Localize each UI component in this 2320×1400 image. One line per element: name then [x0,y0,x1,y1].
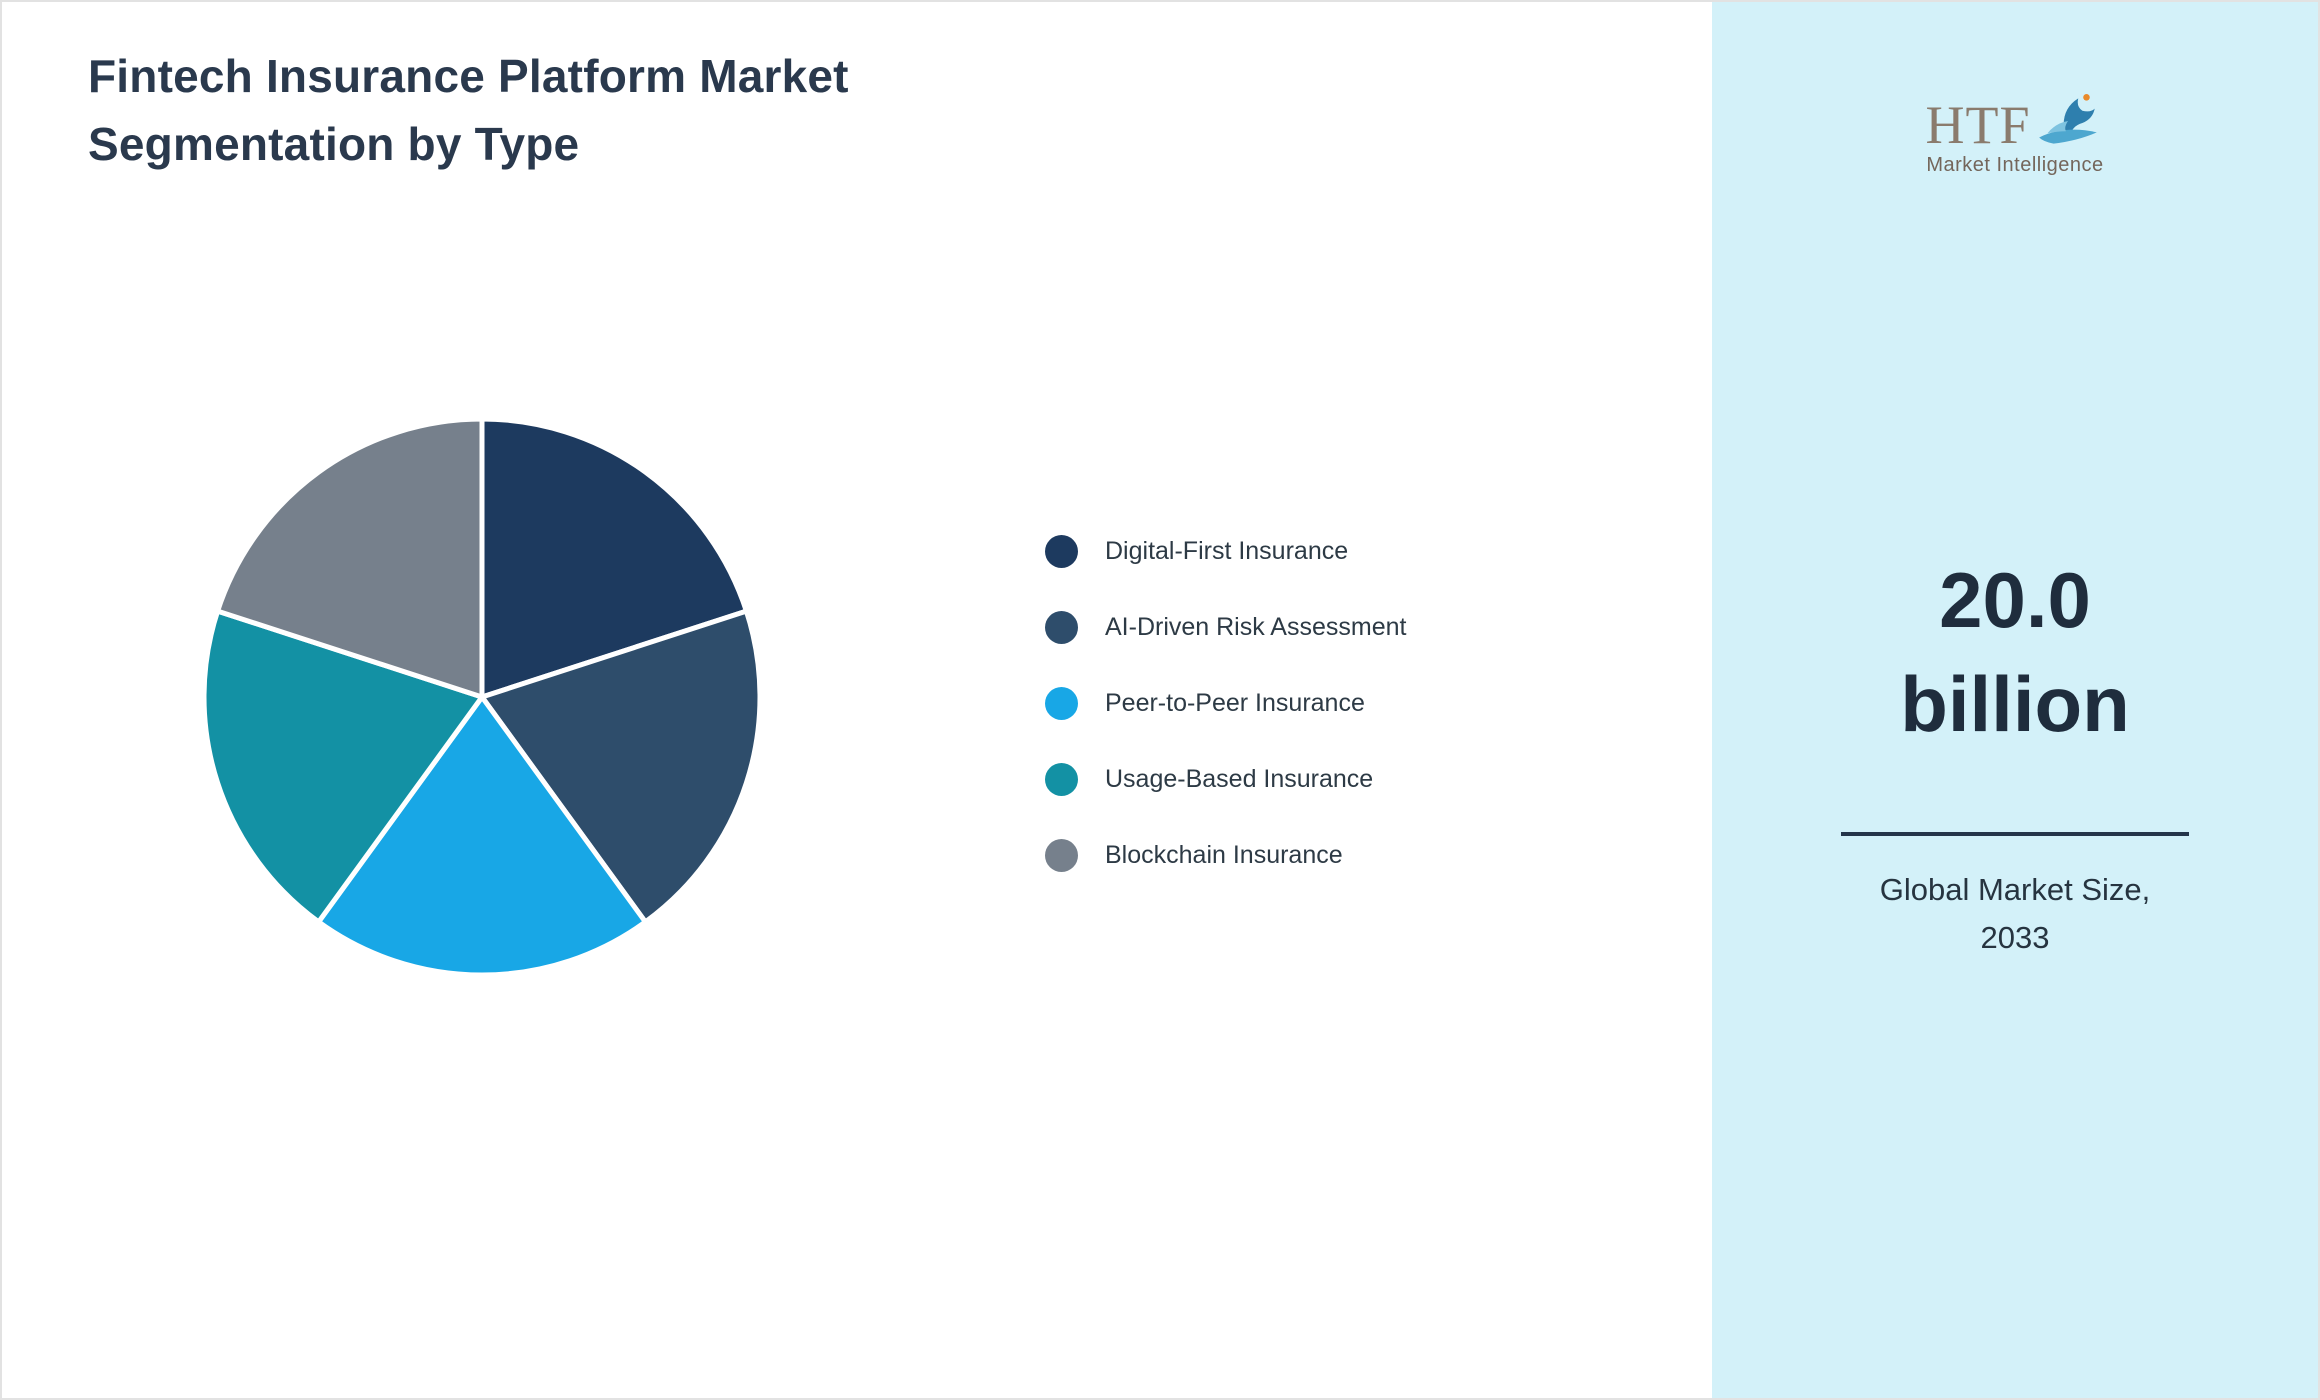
logo-text: HTF [1925,95,2031,155]
htf-logo: HTF Market Intelligence [1712,90,2318,177]
logo-subtext: Market Intelligence [1926,154,2104,176]
sidebar: HTF Market Intelligence 20.0 billion Glo… [1712,2,2318,1398]
legend-item-ai-driven: AI-Driven Risk Assessment [1045,589,1406,665]
market-size-value: 20.0 [1939,556,2091,644]
divider-line [1841,832,2189,836]
market-size-unit: billion [1900,660,2130,748]
pie-slice-4 [215,416,485,700]
legend-swatch-peer-to-peer [1045,686,1078,720]
legend-item-digital-first: Digital-First Insurance [1045,513,1406,589]
market-size: 20.0 billion [1712,548,2318,756]
legend-item-blockchain: Blockchain Insurance [1045,817,1406,893]
legend-label-peer-to-peer: Peer-to-Peer Insurance [1105,688,1365,717]
legend-swatch-ai-driven [1045,610,1078,644]
legend-label-blockchain: Blockchain Insurance [1105,840,1343,869]
pie-slice-1 [479,608,763,925]
legend-label-usage-based: Usage-Based Insurance [1105,764,1374,793]
pie-slice-3 [201,608,485,925]
caption-line2: 2033 [1980,920,2050,955]
legend-swatch-usage-based [1045,762,1078,796]
legend-item-peer-to-peer: Peer-to-Peer Insurance [1045,665,1406,741]
pie-chart [201,416,763,978]
legend: Digital-First Insurance AI-Driven Risk A… [1045,513,1406,893]
legend-swatch-digital-first [1045,534,1078,568]
legend-label-ai-driven: AI-Driven Risk Assessment [1105,612,1407,641]
pie-slice-2 [316,694,648,978]
pie-slice-0 [479,416,749,700]
caption-line1: Global Market Size, [1879,872,2151,907]
market-size-caption: Global Market Size, 2033 [1712,866,2318,962]
legend-item-usage-based: Usage-Based Insurance [1045,741,1406,817]
dolphin-icon [2038,94,2097,144]
legend-label-digital-first: Digital-First Insurance [1105,536,1349,565]
chart-area: Fintech Insurance Platform Market Segmen… [2,2,1712,1398]
logo-row: HTF [1712,90,2318,152]
chart-title: Fintech Insurance Platform Market Segmen… [88,50,849,170]
legend-swatch-blockchain [1045,838,1078,872]
